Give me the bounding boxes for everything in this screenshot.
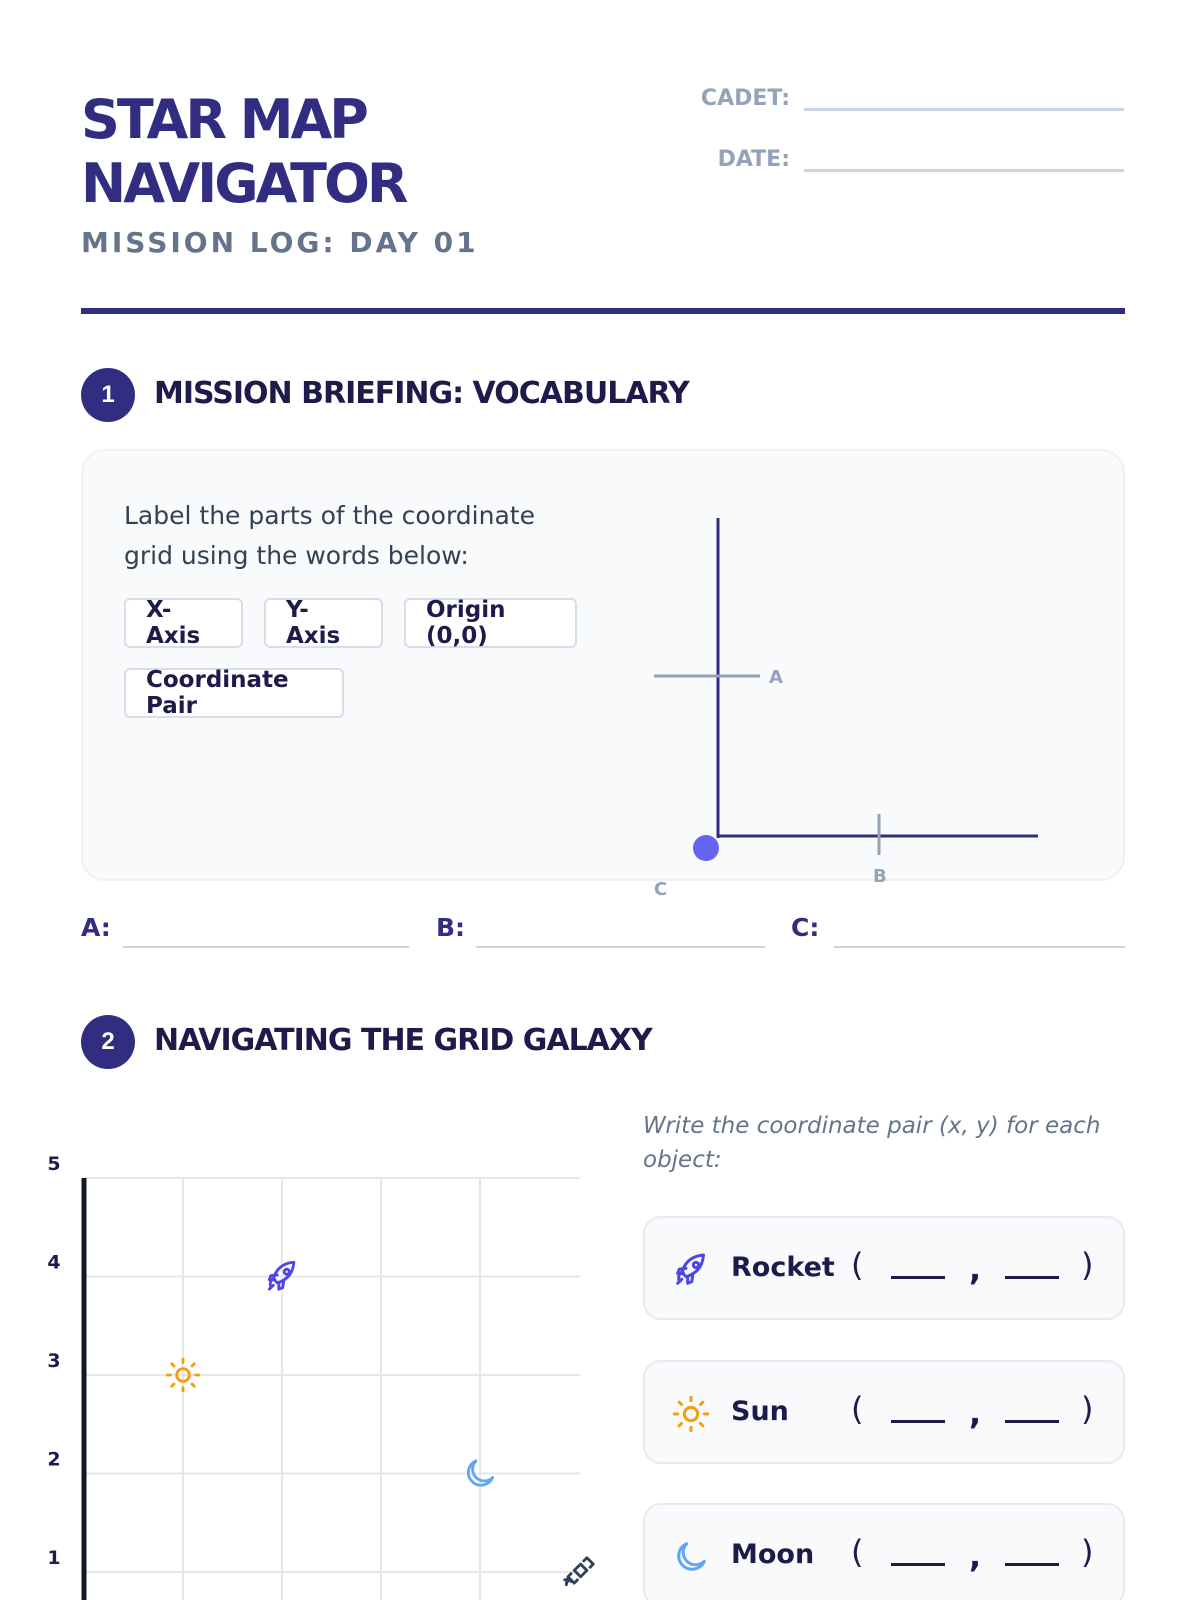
cadet-label: CADET:	[700, 86, 790, 111]
answer-c-line[interactable]	[834, 946, 1125, 948]
word-chip-coordinate-pair: Coordinate Pair	[124, 667, 344, 719]
close-paren: )	[1081, 1533, 1094, 1571]
word-chip-origin: Origin (0,0)	[404, 597, 577, 649]
worksheet-title: STAR MAP NAVIGATOR	[81, 88, 408, 216]
answer-c-label: C:	[791, 913, 820, 942]
grid-rocket-icon	[267, 1260, 296, 1291]
header-divider	[81, 308, 1125, 314]
diagram-label-c: C	[654, 879, 667, 900]
answer-a-line[interactable]	[123, 946, 409, 948]
x-coordinate-blank[interactable]	[891, 1420, 945, 1423]
date-input-line[interactable]	[804, 166, 1124, 172]
y-coordinate-blank[interactable]	[1005, 1563, 1059, 1566]
section-2-number: 2	[81, 1015, 135, 1069]
x-coordinate-blank[interactable]	[891, 1276, 945, 1279]
title-line-1: STAR MAP	[81, 88, 369, 151]
word-chip-x-axis: X-Axis	[124, 597, 243, 649]
close-paren: )	[1081, 1390, 1094, 1428]
grid-moon-icon	[466, 1459, 495, 1487]
section-1-title: MISSION BRIEFING: VOCABULARY	[154, 376, 690, 411]
y-tick-label: 4	[47, 1252, 60, 1274]
open-paren: (	[851, 1390, 864, 1428]
object-card-rocket: Rocket (,)	[643, 1216, 1125, 1320]
object-name: Sun	[731, 1396, 789, 1427]
answer-a-label: A:	[81, 913, 111, 942]
diagram-label-b: B	[873, 866, 887, 887]
answer-b-label: B:	[436, 913, 466, 942]
sun-icon	[671, 1394, 711, 1434]
y-tick-label: 5	[47, 1153, 60, 1175]
grid-sun-icon	[165, 1357, 201, 1393]
comma: ,	[969, 1250, 982, 1288]
rocket-icon	[671, 1250, 711, 1290]
vocabulary-panel	[81, 449, 1125, 881]
comma: ,	[969, 1394, 982, 1432]
grid-tick-labels: 5 4 3 2 1	[47, 1153, 60, 1569]
y-coordinate-blank[interactable]	[1005, 1420, 1059, 1423]
open-paren: (	[851, 1533, 864, 1571]
word-chip-y-axis: Y-Axis	[264, 597, 383, 649]
title-line-2: NAVIGATOR	[81, 152, 408, 215]
worksheet-subtitle: MISSION LOG: DAY 01	[81, 226, 479, 259]
grid-objects	[165, 1260, 595, 1587]
vocabulary-instruction: Label the parts of the coordinate grid u…	[124, 501, 535, 570]
grid-lines	[84, 1177, 580, 1600]
object-name: Rocket	[731, 1252, 835, 1283]
y-tick-label: 3	[47, 1350, 60, 1372]
comma: ,	[969, 1537, 982, 1575]
section-1-number: 1	[81, 368, 135, 422]
x-coordinate-blank[interactable]	[891, 1563, 945, 1566]
object-card-sun: Sun (,)	[643, 1360, 1125, 1464]
object-card-moon: Moon (,)	[643, 1503, 1125, 1600]
diagram-label-a: A	[769, 667, 783, 688]
origin-dot	[693, 835, 719, 861]
y-tick-label: 1	[47, 1547, 60, 1569]
open-paren: (	[851, 1246, 864, 1284]
object-name: Moon	[731, 1539, 815, 1570]
grid-instruction: Write the coordinate pair (x, y) for eac…	[643, 1113, 1101, 1173]
coordinate-grid: 5 4 3 2 1	[47, 1153, 595, 1600]
section-2-title: NAVIGATING THE GRID GALAXY	[154, 1023, 653, 1058]
close-paren: )	[1081, 1246, 1094, 1284]
cadet-field: CADET:	[640, 86, 1124, 111]
moon-icon	[671, 1537, 711, 1577]
grid-satellite-icon	[563, 1556, 595, 1587]
cadet-input-line[interactable]	[804, 105, 1124, 111]
axis-diagram: A B C	[654, 518, 1038, 900]
date-label: DATE:	[717, 147, 790, 172]
date-field: DATE:	[640, 147, 1124, 172]
y-coordinate-blank[interactable]	[1005, 1276, 1059, 1279]
y-tick-label: 2	[47, 1449, 60, 1471]
answer-b-line[interactable]	[476, 946, 765, 948]
